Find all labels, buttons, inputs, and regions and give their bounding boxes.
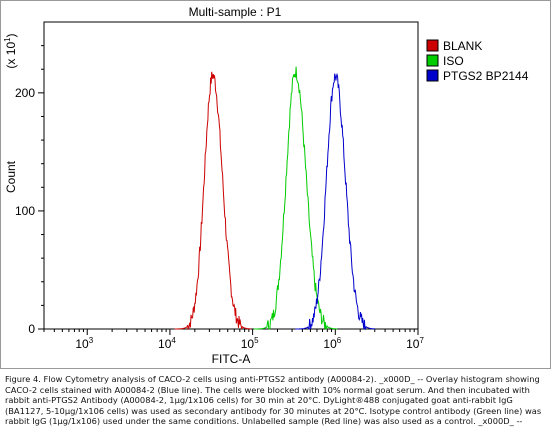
- chart-frame: Multi-sample : P1 (x 101) Count FITC-A 1…: [0, 0, 551, 369]
- series-line-ptgs2-bp2144: [295, 72, 376, 331]
- legend-label: PTGS2 BP2144: [443, 69, 529, 83]
- y-multiplier-label: (x 101): [3, 33, 18, 68]
- x-tick-label: 104: [158, 336, 176, 351]
- y-tick-label: 100: [15, 204, 35, 218]
- legend-swatch: [426, 39, 439, 52]
- y-tick-label: 0: [28, 322, 35, 336]
- x-tick-label: 103: [75, 336, 93, 351]
- legend-swatch: [426, 69, 439, 82]
- legend-swatch: [426, 54, 439, 67]
- histogram-chart: Multi-sample : P1 (x 101) Count FITC-A 1…: [3, 5, 529, 366]
- x-tick-label: 106: [323, 336, 341, 351]
- legend-label: ISO: [443, 54, 464, 68]
- figure-caption: Figure 4. Flow Cytometry analysis of CAC…: [5, 374, 542, 427]
- legend-label: BLANK: [443, 39, 482, 53]
- x-axis-label: FITC-A: [212, 352, 251, 366]
- x-tick-label: 107: [406, 336, 424, 351]
- x-tick-label: 105: [241, 336, 259, 351]
- y-axis-label: Count: [4, 160, 18, 193]
- series-line-blank: [174, 71, 251, 331]
- y-tick-label: 200: [15, 86, 35, 100]
- plot-area: [43, 21, 419, 330]
- chart-title: Multi-sample : P1: [189, 5, 282, 19]
- series-line-iso: [253, 66, 338, 330]
